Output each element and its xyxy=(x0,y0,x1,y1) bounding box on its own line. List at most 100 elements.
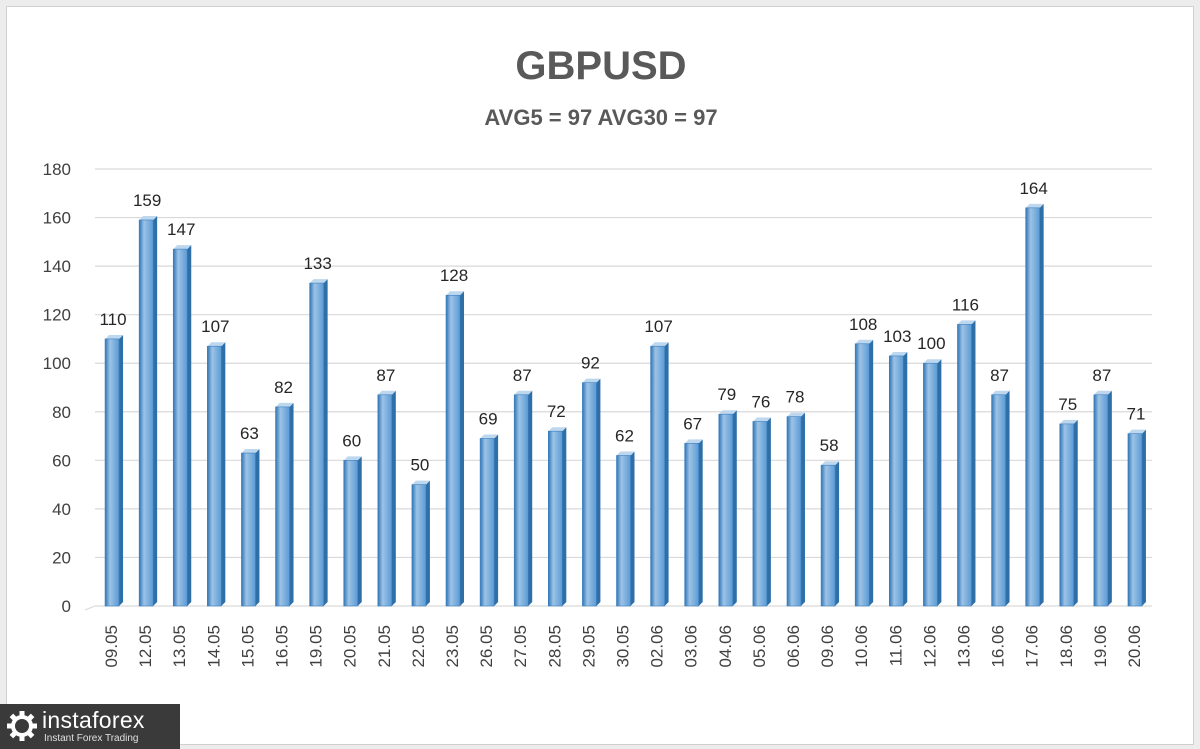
bar-side xyxy=(119,334,124,606)
bar-front xyxy=(684,443,699,607)
gridlines xyxy=(84,168,1152,611)
data-label: 62 xyxy=(615,426,634,445)
x-tick-label: 20.05 xyxy=(341,625,360,668)
x-tick-label: 11.06 xyxy=(886,625,905,666)
bar-top xyxy=(889,351,908,356)
bar-top xyxy=(446,291,465,296)
bar xyxy=(718,410,737,607)
bar-front xyxy=(445,294,461,607)
data-label: 107 xyxy=(201,317,229,336)
bar-front xyxy=(104,338,120,607)
data-label: 69 xyxy=(479,409,498,428)
y-tick-label: 80 xyxy=(52,403,71,422)
bar-top xyxy=(514,390,533,395)
bar-side xyxy=(971,320,976,606)
bar xyxy=(888,351,908,607)
bar-top xyxy=(548,427,567,432)
y-tick-label: 0 xyxy=(62,597,71,616)
bar-top xyxy=(377,390,396,395)
data-label: 72 xyxy=(547,402,566,421)
bar-front xyxy=(343,460,359,607)
x-tick-label: 12.06 xyxy=(920,625,939,668)
bar-front xyxy=(991,394,1006,607)
data-label: 103 xyxy=(883,327,911,346)
bar-chart: GBPUSD AVG5 = 97 AVG30 = 97 0 20 40 60 80 100… xyxy=(43,44,1152,668)
x-tick-label: 17.06 xyxy=(1023,625,1042,668)
bar-top xyxy=(752,417,771,422)
bar-top xyxy=(480,434,499,439)
bar-side xyxy=(460,291,465,606)
bar-side xyxy=(425,480,430,606)
bar-top xyxy=(309,279,328,284)
bar-side xyxy=(630,451,635,606)
watermark-brand: instaforex xyxy=(42,707,145,733)
bar-top xyxy=(1025,203,1044,208)
bar xyxy=(684,439,703,607)
x-tick-label: 15.05 xyxy=(238,625,257,668)
bar-side xyxy=(664,342,669,606)
bar xyxy=(513,390,533,607)
bar-front xyxy=(582,382,597,607)
bar-side xyxy=(562,427,567,606)
bar-side xyxy=(869,339,874,606)
x-tick-label: 27.05 xyxy=(511,625,530,668)
bar-front xyxy=(650,345,665,607)
bar xyxy=(650,342,669,607)
x-tick-label: 30.05 xyxy=(614,625,633,668)
bar-side xyxy=(289,402,294,606)
x-axis-ticks: 09.05 12.05 13.05 14.05 15.05 16.05 19.05 20.05… xyxy=(102,625,1144,668)
bar-top xyxy=(241,449,260,454)
bar xyxy=(241,449,260,607)
bar-top xyxy=(718,410,737,415)
data-label: 78 xyxy=(786,388,805,407)
bar xyxy=(923,359,942,607)
data-label: 159 xyxy=(133,191,161,210)
y-tick-label: 100 xyxy=(43,354,71,373)
bar-front xyxy=(1127,433,1143,607)
bar xyxy=(445,291,465,607)
bar xyxy=(138,215,158,607)
data-label: 60 xyxy=(342,431,361,450)
bar-top xyxy=(1127,429,1146,434)
data-label: 76 xyxy=(751,392,770,411)
bar-front xyxy=(275,406,290,607)
bar xyxy=(548,427,567,607)
bar-top xyxy=(650,342,669,347)
data-label: 82 xyxy=(274,378,293,397)
instaforex-watermark: instaforex Instant Forex Trading xyxy=(0,704,180,749)
bar xyxy=(1025,203,1044,607)
bar-side xyxy=(255,449,260,606)
bar xyxy=(1059,419,1078,607)
bar xyxy=(172,245,192,607)
bar-top xyxy=(1059,419,1078,424)
data-label: 67 xyxy=(683,414,702,433)
bar xyxy=(1127,429,1146,607)
bar-front xyxy=(309,282,324,607)
x-tick-label: 19.05 xyxy=(307,625,326,668)
bar-front xyxy=(1025,207,1040,607)
data-label: 133 xyxy=(303,254,331,273)
bar xyxy=(411,480,430,607)
y-tick-label: 20 xyxy=(52,548,71,567)
axis-floor-edge xyxy=(84,605,96,611)
data-label: 75 xyxy=(1058,395,1077,414)
bar-top xyxy=(991,390,1010,395)
bar-side xyxy=(494,434,499,606)
x-tick-label: 29.05 xyxy=(579,625,598,668)
bar xyxy=(752,417,771,607)
x-tick-label: 18.06 xyxy=(1057,625,1076,668)
data-labels: 110 159 147 107 63 82 133 60 87 50 128 69 87 72 92 62 10… xyxy=(99,179,1145,475)
data-label: 92 xyxy=(581,354,600,373)
bar xyxy=(479,434,499,607)
bar-top xyxy=(957,320,976,325)
bar-side xyxy=(221,342,226,606)
x-tick-label: 16.06 xyxy=(989,625,1008,668)
bar-top xyxy=(821,461,840,466)
bar-front xyxy=(854,343,870,607)
bar-side xyxy=(391,390,396,606)
bar xyxy=(309,279,328,607)
bar xyxy=(582,378,601,607)
bar-front xyxy=(548,430,563,607)
bar-front xyxy=(479,438,495,607)
x-tick-label: 14.05 xyxy=(204,625,223,668)
